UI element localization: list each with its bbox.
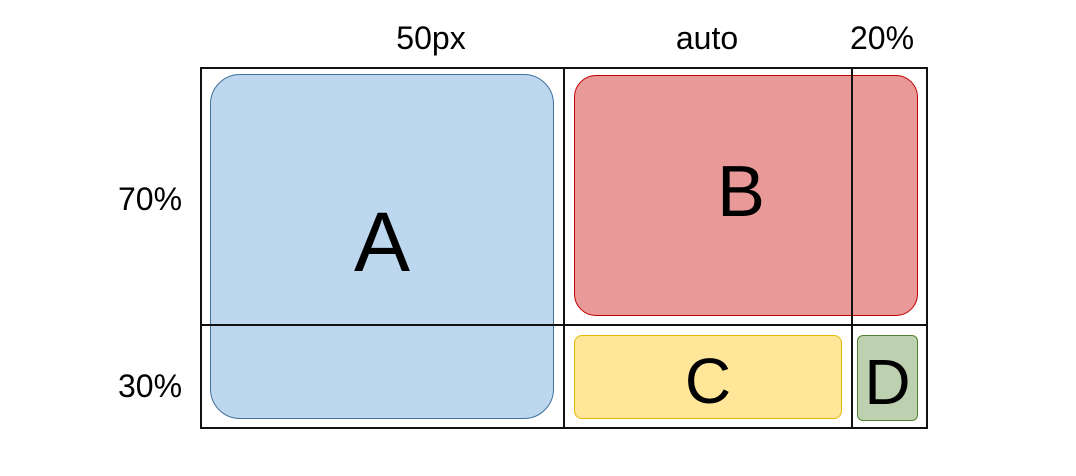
grid-item-d: D bbox=[857, 335, 918, 421]
column-label-2: auto bbox=[675, 20, 739, 56]
grid-item-a: A bbox=[210, 74, 554, 419]
grid-item-b-label: B bbox=[716, 151, 766, 232]
column-label-1: 50px bbox=[396, 20, 466, 56]
column-label-3: 20% bbox=[849, 20, 915, 56]
column-divider-line-1 bbox=[563, 67, 565, 429]
column-divider-line-2 bbox=[851, 67, 853, 429]
grid-item-a-label: A bbox=[353, 194, 411, 289]
row-label-1: 70% bbox=[118, 181, 183, 217]
grid-item-c-label: C bbox=[684, 345, 732, 417]
grid-item-c: C bbox=[574, 335, 842, 419]
grid-item-b: B bbox=[574, 75, 918, 316]
row-label-2: 30% bbox=[118, 368, 183, 404]
grid-item-d-label: D bbox=[864, 346, 911, 418]
